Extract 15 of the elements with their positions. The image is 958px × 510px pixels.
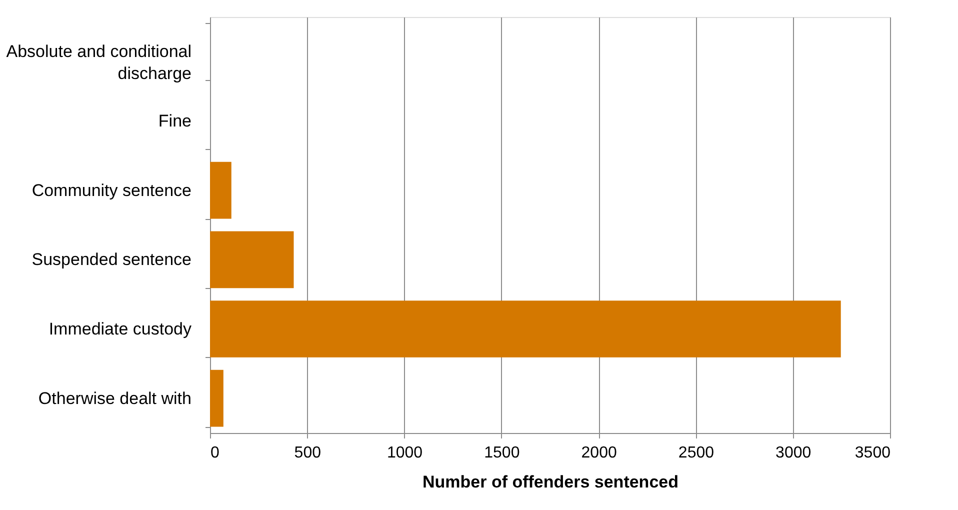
- x-tick-label: 2000: [581, 444, 617, 462]
- y-tick-label: Community sentence: [32, 180, 192, 200]
- x-tick-label: 3000: [776, 444, 812, 462]
- x-axis-title: Number of offenders sentenced: [422, 472, 678, 492]
- y-tick-label: Fine: [158, 112, 192, 130]
- y-tick-label: Otherwise dealt with: [38, 388, 192, 408]
- x-tick-label: 500: [294, 444, 322, 462]
- y-tick-label: Suspended sentence: [32, 250, 192, 270]
- x-tick-label: 0: [210, 444, 220, 462]
- x-tick-label: 3500: [854, 444, 891, 462]
- x-tick-label: 2500: [678, 444, 714, 462]
- y-tick-label: Absolute and conditional discharge: [6, 42, 192, 84]
- x-tick-label: 1000: [386, 444, 423, 462]
- x-tick-label: 1500: [484, 444, 520, 462]
- y-tick-label: Immediate custody: [48, 320, 192, 338]
